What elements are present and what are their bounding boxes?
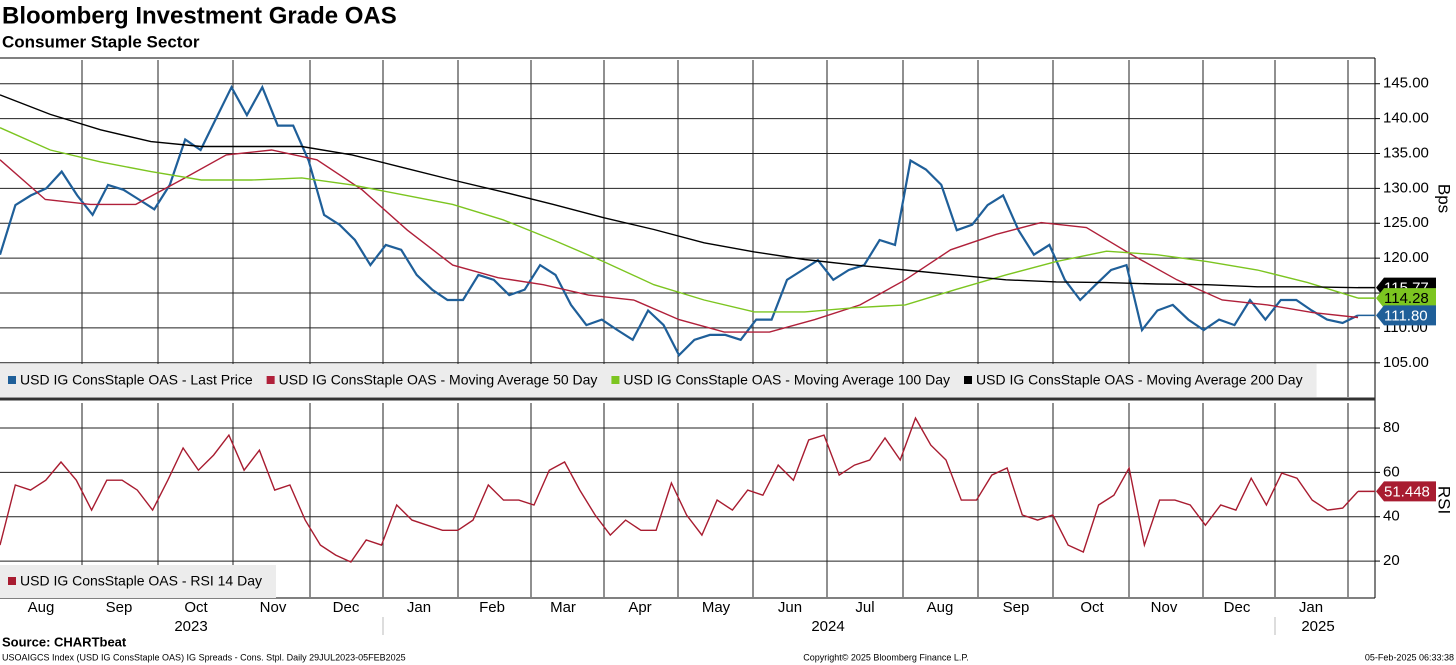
description: USOAIGCS Index (USD IG ConsStaple OAS) I… (2, 652, 406, 662)
x-year-label: 2025 (1301, 618, 1334, 635)
x-tick-label: Dec (333, 599, 360, 616)
series-line (0, 127, 1359, 313)
source: Source: CHARTbeat (2, 634, 127, 649)
legend-swatch (964, 376, 972, 384)
x-tick-label: Jul (855, 599, 874, 616)
legend-background (0, 565, 276, 598)
y-tick-label: 40 (1383, 508, 1400, 525)
x-tick-label: Jan (407, 599, 431, 616)
series-line (0, 94, 1359, 289)
copyright: Copyright© 2025 Bloomberg Finance L.P. (803, 652, 969, 662)
x-tick-label: Sep (106, 599, 133, 616)
x-tick-label: Feb (479, 599, 505, 616)
tag-box (1376, 481, 1436, 502)
x-tick-label: Oct (184, 599, 208, 616)
y-axis-label: RSI (1435, 486, 1454, 514)
legend: USD IG ConsStaple OAS - RSI 14 Day (0, 565, 276, 598)
y-tick-label: 120.00 (1383, 249, 1429, 266)
x-tick-label: Jun (778, 599, 802, 616)
legend-swatch (611, 376, 620, 384)
chart-title: Bloomberg Investment Grade OAS (2, 2, 397, 29)
tag-label: 114.28 (1384, 290, 1429, 307)
legend-label: USD IG ConsStaple OAS - Last Price (20, 372, 253, 388)
x-year-label: 2023 (174, 618, 207, 635)
series-line (0, 149, 1359, 333)
y-tick-label: 60 (1383, 463, 1400, 480)
legend-swatch (8, 376, 16, 384)
x-tick-label: Dec (1224, 599, 1251, 616)
y-tick-label: 20 (1383, 552, 1400, 569)
legend-label: USD IG ConsStaple OAS - RSI 14 Day (20, 573, 262, 589)
x-tick-label: Jan (1299, 599, 1323, 616)
y-tick-label: 80 (1383, 419, 1400, 436)
legend-background (0, 364, 1317, 397)
y-tick-label: 130.00 (1383, 179, 1429, 196)
y-tick-label: 140.00 (1383, 110, 1429, 127)
y-tick-label: 145.00 (1383, 75, 1429, 92)
y-tick-label: 125.00 (1383, 214, 1429, 231)
legend-label: USD IG ConsStaple OAS - Moving Average 1… (623, 372, 950, 388)
legend-label: USD IG ConsStaple OAS - Moving Average 5… (279, 372, 598, 388)
timestamp: 05-Feb-2025 06:33:38 (1365, 652, 1454, 662)
tag-label: 51.448 (1384, 483, 1430, 500)
tag-box (1376, 288, 1436, 309)
x-tick-label: Sep (1003, 599, 1030, 616)
tag-box (1376, 305, 1436, 326)
last-value-tag: 51.448 (1376, 481, 1436, 502)
x-tick-label: Nov (260, 599, 287, 616)
legend-swatch (266, 376, 275, 384)
x-tick-label: Aug (927, 599, 954, 616)
chart-subtitle: Consumer Staple Sector (2, 32, 200, 51)
y-tick-label: 105.00 (1383, 354, 1429, 371)
tag-label: 111.80 (1384, 307, 1428, 324)
x-tick-label: Apr (628, 599, 651, 616)
last-value-tag: 114.28 (1376, 288, 1436, 309)
legend-label: USD IG ConsStaple OAS - Moving Average 2… (976, 372, 1303, 388)
x-tick-label: Oct (1080, 599, 1104, 616)
x-tick-label: Aug (28, 599, 55, 616)
legend-swatch (8, 577, 16, 585)
x-year-label: 2024 (811, 618, 844, 635)
x-tick-label: May (702, 599, 731, 616)
last-value-tag: 111.80 (1376, 305, 1436, 326)
legend: USD IG ConsStaple OAS - Last Price USD IG… (0, 364, 1317, 397)
series-line (0, 416, 1359, 563)
y-tick-label: 135.00 (1383, 144, 1429, 161)
x-tick-label: Mar (550, 599, 576, 616)
x-tick-label: Nov (1151, 599, 1178, 616)
series-line (0, 84, 1359, 357)
y-axis-label: Bps (1435, 184, 1454, 213)
